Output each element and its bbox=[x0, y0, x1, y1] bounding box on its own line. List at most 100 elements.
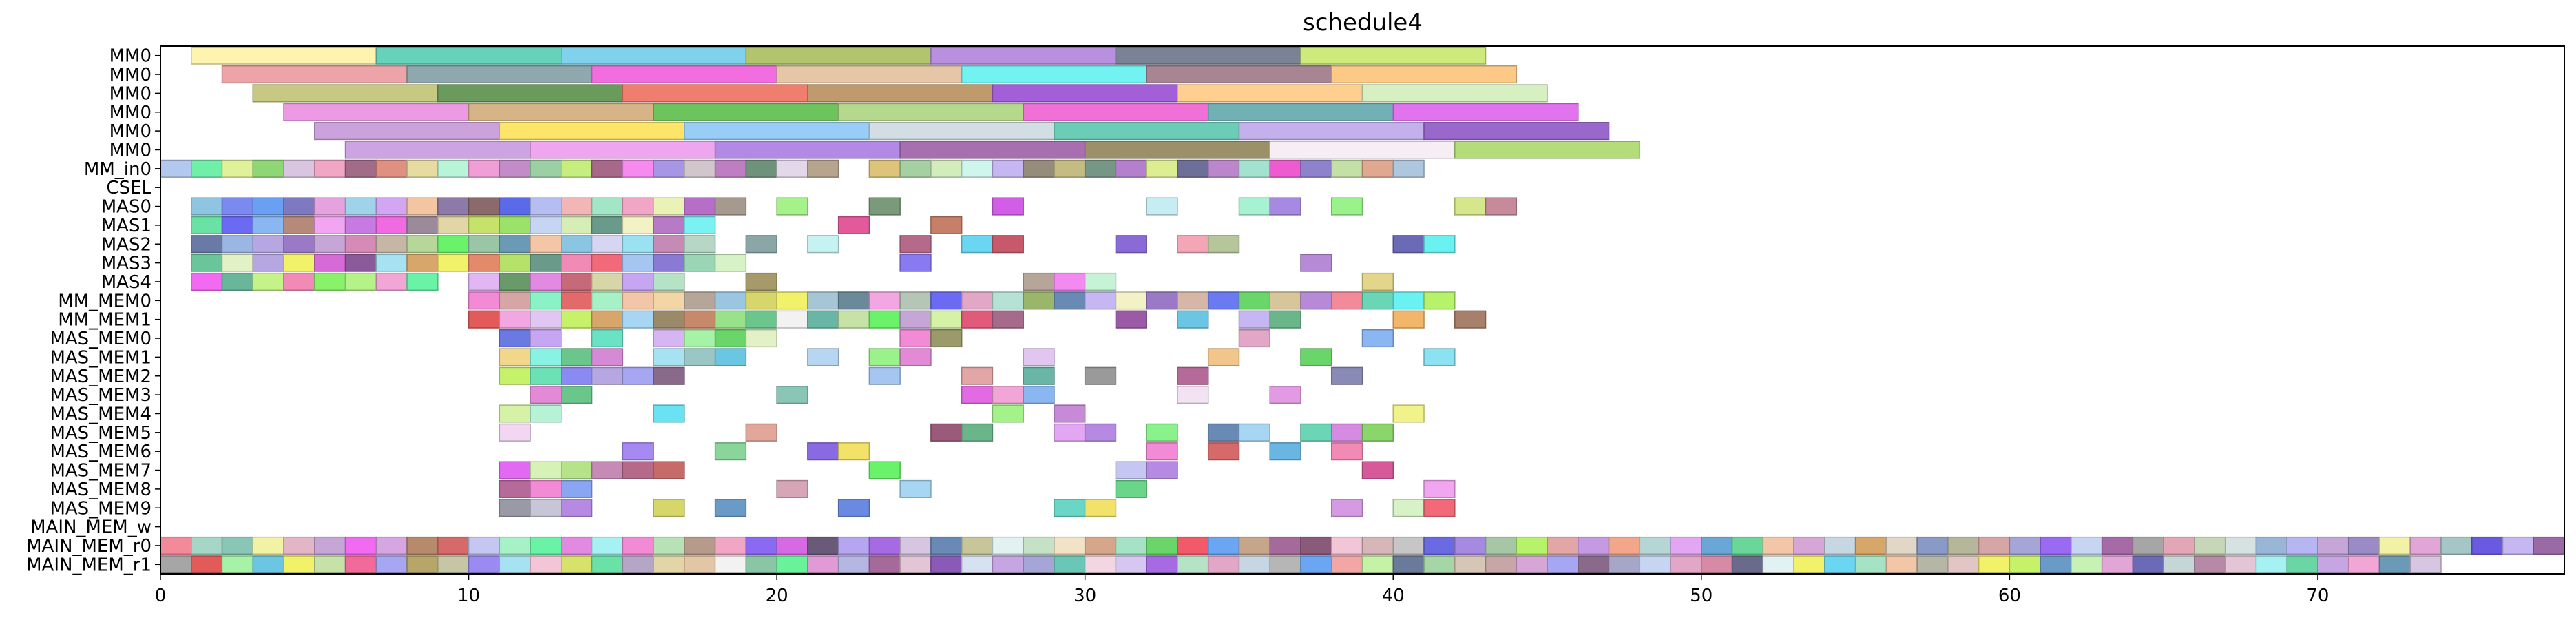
task-bar bbox=[1269, 197, 1301, 216]
task-bar bbox=[221, 555, 254, 574]
chart-title: schedule4 bbox=[1303, 9, 1423, 37]
task-bar bbox=[1269, 536, 1301, 555]
task-bar bbox=[1824, 555, 1856, 574]
task-bar bbox=[530, 366, 562, 385]
task-bar bbox=[1269, 291, 1301, 310]
task-bar bbox=[1423, 291, 1456, 310]
task-bar bbox=[1423, 536, 1456, 555]
task-bar bbox=[468, 254, 501, 272]
y-tick-label: MM0 bbox=[109, 46, 151, 67]
task-bar bbox=[2347, 536, 2380, 555]
task-bar bbox=[591, 65, 777, 84]
task-bar bbox=[530, 291, 562, 310]
task-bar bbox=[868, 555, 901, 574]
task-bar bbox=[1423, 479, 1456, 498]
task-bar bbox=[406, 159, 439, 178]
y-tick-label: MAS_MEM2 bbox=[50, 366, 151, 387]
task-bar bbox=[776, 197, 808, 216]
task-bar bbox=[1454, 197, 1487, 216]
task-bar bbox=[1361, 329, 1394, 348]
task-bar bbox=[499, 159, 531, 178]
task-bar bbox=[191, 272, 223, 291]
task-bar bbox=[1177, 386, 1209, 404]
task-bar bbox=[1023, 159, 1055, 178]
task-bar bbox=[1238, 159, 1270, 178]
task-bar bbox=[2132, 536, 2164, 555]
task-bar bbox=[160, 159, 192, 178]
task-bar bbox=[1854, 555, 1887, 574]
task-bar bbox=[1485, 536, 1518, 555]
x-tick-label: 30 bbox=[1074, 586, 1096, 606]
task-bar bbox=[684, 216, 716, 234]
task-bar bbox=[499, 216, 531, 234]
task-bar bbox=[468, 103, 654, 121]
task-bar bbox=[1269, 386, 1301, 404]
y-tick-label: MM0 bbox=[109, 83, 151, 104]
task-bar bbox=[1578, 555, 1610, 574]
task-bar bbox=[622, 555, 654, 574]
y-tick-label: MAS2 bbox=[101, 234, 151, 255]
task-bar bbox=[1423, 235, 1456, 254]
task-bar bbox=[561, 216, 593, 234]
task-bar bbox=[899, 348, 932, 366]
task-bar bbox=[776, 310, 808, 329]
task-bar bbox=[499, 272, 531, 291]
task-bar bbox=[1978, 555, 2011, 574]
task-bar bbox=[1300, 291, 1332, 310]
task-bar bbox=[283, 272, 315, 291]
task-bar bbox=[622, 216, 654, 234]
task-bar bbox=[684, 291, 716, 310]
task-bar bbox=[468, 197, 501, 216]
task-bar bbox=[1392, 404, 1425, 423]
task-bar bbox=[899, 555, 932, 574]
task-bar bbox=[2101, 555, 2134, 574]
task-bar bbox=[961, 310, 994, 329]
task-bar bbox=[468, 310, 501, 329]
task-bar bbox=[930, 46, 1117, 65]
task-bar bbox=[375, 159, 408, 178]
task-bar bbox=[1238, 310, 1270, 329]
y-tick-label: MAS_MEM1 bbox=[50, 347, 151, 368]
task-bar bbox=[1269, 310, 1301, 329]
task-bar bbox=[745, 555, 777, 574]
task-bar bbox=[653, 254, 685, 272]
y-axis-ticks: MM0MM0MM0MM0MM0MM0MM_in0CSELMAS0MAS1MAS2… bbox=[26, 46, 160, 575]
task-bar bbox=[992, 235, 1024, 254]
task-bar bbox=[807, 310, 839, 329]
task-bar bbox=[1238, 197, 1270, 216]
task-bar bbox=[1146, 442, 1178, 461]
task-bar bbox=[530, 272, 562, 291]
task-bar bbox=[807, 159, 839, 178]
task-bar bbox=[1115, 479, 1147, 498]
task-bar bbox=[1361, 159, 1394, 178]
y-tick-label: MM_in0 bbox=[84, 159, 151, 180]
task-bar bbox=[992, 84, 1178, 103]
task-bar bbox=[2040, 555, 2072, 574]
task-bar bbox=[591, 310, 624, 329]
task-bar bbox=[714, 329, 747, 348]
task-bar bbox=[561, 499, 593, 517]
task-bar bbox=[591, 555, 624, 574]
task-bar bbox=[375, 254, 408, 272]
task-bar bbox=[1639, 555, 1671, 574]
task-bar bbox=[591, 216, 624, 234]
task-bar bbox=[499, 122, 685, 141]
task-bar bbox=[1115, 461, 1147, 479]
task-bar bbox=[344, 536, 377, 555]
task-bar bbox=[622, 461, 654, 479]
task-bar bbox=[807, 348, 839, 366]
task-bar bbox=[714, 197, 747, 216]
task-bar bbox=[868, 122, 1055, 141]
task-bar bbox=[776, 536, 808, 555]
task-bar bbox=[653, 536, 685, 555]
task-bar bbox=[1423, 499, 1456, 517]
task-bar bbox=[868, 159, 901, 178]
task-bar bbox=[252, 536, 284, 555]
task-bar bbox=[1454, 536, 1487, 555]
task-bar bbox=[745, 536, 777, 555]
task-bar bbox=[530, 386, 562, 404]
task-bar bbox=[1023, 555, 1055, 574]
task-bar bbox=[1084, 291, 1117, 310]
task-bar bbox=[622, 310, 654, 329]
task-bar bbox=[714, 141, 901, 159]
